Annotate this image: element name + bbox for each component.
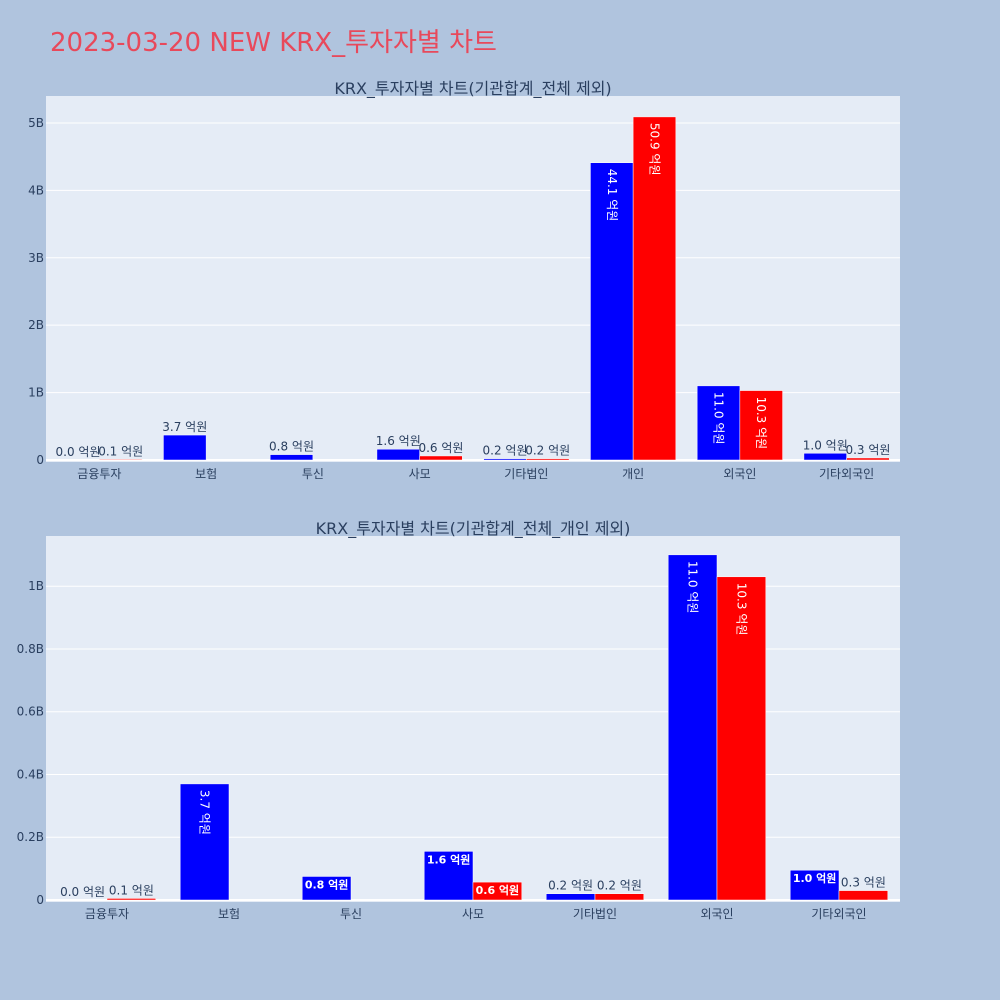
c2-bar [423, 851, 474, 901]
c1-bar [376, 448, 420, 461]
c1-x-tick-label: 투신 [302, 467, 324, 481]
c2-data-label: 0.3 억원 [841, 876, 886, 890]
c2-data-label: 10.3 억원 [734, 583, 748, 636]
c1-bar [269, 454, 314, 461]
c1-x-tick-label: 기타외국인 [819, 467, 874, 481]
c2-data-label: 3.7 억원 [198, 790, 212, 835]
c1-y-tick-label: 2B [28, 318, 44, 332]
c1-y-tick-label: 3B [28, 251, 44, 265]
c1-x-tick-label: 금융투자 [77, 467, 121, 481]
c2-y-tick-label: 1B [28, 579, 44, 593]
c1-data-label: 1.6 억원 [376, 434, 421, 448]
c1-x-tick-label: 사모 [409, 467, 431, 481]
c1-data-label: 0.2 억원 [483, 444, 528, 458]
page-title: 2023-03-20 NEW KRX_투자자별 차트 [50, 28, 497, 58]
c1-bar [803, 453, 847, 461]
c1-data-label: 0.1 억원 [98, 444, 143, 458]
c2-y-tick-label: 0.6B [17, 705, 44, 719]
c1-y-tick-label: 1B [28, 386, 44, 400]
c1-x-tick-label: 외국인 [723, 467, 756, 481]
c1-bar [99, 459, 143, 461]
c2-y-tick-label: 0.8B [17, 642, 44, 656]
c2-bar [179, 783, 230, 901]
c2-bar [716, 576, 767, 901]
c1-title: KRX_투자자별 차트(기관합계_전체 제외) [334, 79, 611, 99]
c1-data-label: 3.7 억원 [162, 420, 207, 434]
c2-data-label: 0.2 억원 [597, 879, 642, 893]
c1-bar [526, 458, 570, 461]
c1-bar [696, 385, 741, 461]
investor-chart-all: 0 1B 2B 3B 4B 5B KRX_투자자별 차트(기관합계_전체 제외) 금융투자 0.… [28, 79, 900, 481]
c2-bar [789, 869, 840, 901]
c1-x-tick-label: 보험 [195, 467, 217, 481]
c1-data-label: 0.3 억원 [845, 443, 890, 457]
c2-bar [472, 881, 523, 901]
c1-x-tick-label: 개인 [622, 467, 644, 481]
c1-data-label: 0.8 억원 [269, 440, 314, 454]
c1-y-tick-label: 5B [28, 116, 44, 130]
c2-data-label: 0.8 억원 [305, 877, 349, 891]
c2-x-tick-label: 기타법인 [573, 907, 617, 921]
c2-x-tick-label: 외국인 [700, 907, 733, 921]
c1-data-label: 44.1 억원 [605, 169, 619, 222]
c1-bar [632, 116, 677, 461]
c2-data-label: 0.6 억원 [476, 883, 520, 897]
c1-y-tick-label: 4B [28, 183, 44, 197]
c2-bar [594, 893, 645, 901]
c2-y-tick-label: 0.2B [17, 830, 44, 844]
c1-data-label: 0.6 억원 [418, 441, 463, 455]
c1-bar [846, 457, 890, 461]
c1-data-label: 50.9 억원 [647, 123, 661, 176]
c1-data-label: 1.0 억원 [803, 438, 848, 452]
c2-data-label: 0.2 억원 [548, 879, 593, 893]
c2-y-tick-label: 0.4B [17, 767, 44, 781]
c2-bar [838, 890, 889, 901]
c2-x-tick-label: 보험 [218, 907, 240, 921]
c2-data-label: 1.0 억원 [793, 871, 837, 885]
c2-y-tick-label: 0 [36, 893, 44, 907]
c2-data-label: 1.6 억원 [427, 852, 471, 866]
c1-data-label: 11.0 억원 [712, 392, 726, 445]
c2-bar [545, 893, 596, 901]
c1-bar [739, 390, 783, 461]
c1-y-tick-label: 0 [36, 453, 44, 467]
c1-data-label: 0.2 억원 [525, 444, 570, 458]
c2-x-tick-label: 투신 [340, 907, 362, 921]
c2-data-label: 11.0 억원 [686, 561, 700, 614]
c1-data-label: 10.3 억원 [754, 397, 768, 450]
c2-bar [301, 876, 352, 901]
c2-title: KRX_투자자별 차트(기관합계_전체_개인 제외) [316, 519, 631, 539]
c2-bar [106, 898, 157, 901]
c1-bar [483, 458, 527, 461]
c2-data-label: 0.1 억원 [109, 883, 154, 897]
investor-chart-excl-individual: 0 0.2B 0.4B 0.6B 0.8B 1B KRX_투자자별 차트(기관합계_전체_개… [17, 519, 900, 921]
c1-data-label: 0.0 억원 [56, 445, 101, 459]
c1-bar [163, 434, 207, 461]
c2-data-label: 0.0 억원 [60, 885, 105, 899]
c1-bar [419, 455, 463, 461]
c2-x-tick-label: 금융투자 [85, 907, 129, 921]
c1-x-tick-label: 기타법인 [504, 467, 548, 481]
c2-plot-area [46, 536, 900, 902]
c2-x-tick-label: 사모 [462, 907, 484, 921]
c2-x-tick-label: 기타외국인 [811, 907, 866, 921]
